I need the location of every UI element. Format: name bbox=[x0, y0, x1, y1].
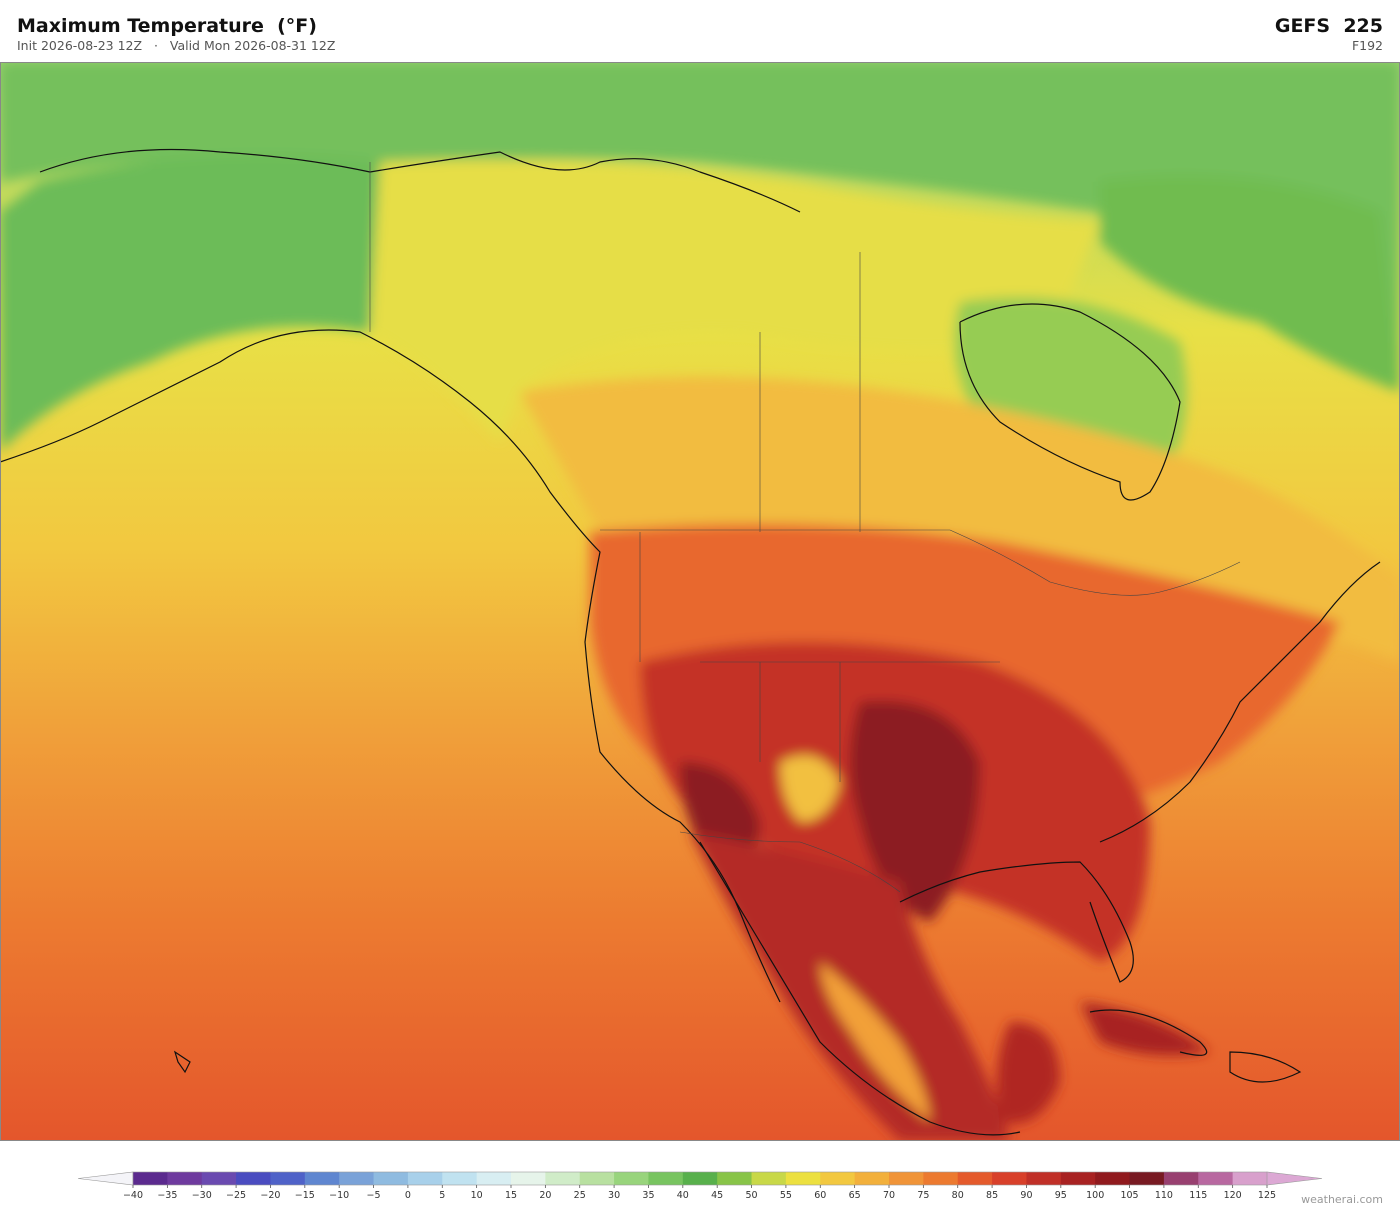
colorbar-tick-label: 100 bbox=[1086, 1190, 1104, 1200]
colorbar-tick-label: 110 bbox=[1155, 1190, 1173, 1200]
colorbar-bin bbox=[1129, 1172, 1165, 1185]
colorbar-bin bbox=[407, 1172, 443, 1185]
colorbar-bin bbox=[957, 1172, 993, 1185]
colorbar-bin bbox=[476, 1172, 512, 1185]
colorbar-tick-label: −20 bbox=[260, 1190, 280, 1200]
colorbar-bin bbox=[1026, 1172, 1062, 1185]
colorbar-tick-label: 105 bbox=[1120, 1190, 1138, 1200]
colorbar-tick-label: −30 bbox=[192, 1190, 212, 1200]
colorbar-bin bbox=[1232, 1172, 1268, 1185]
colorbar: −40 −35 −30 −25 −20 −15 −10 −5 0 5 10 15 20 25 30 35 40 4… bbox=[77, 1171, 1323, 1200]
map bbox=[0, 62, 1400, 1141]
valid-time: Valid Mon 2026-08-31 12Z bbox=[169, 38, 336, 53]
watermark: weatherai.com bbox=[1301, 1193, 1383, 1206]
colorbar-bin bbox=[304, 1172, 340, 1185]
colorbar-bin bbox=[133, 1172, 168, 1185]
colorbar-bin bbox=[682, 1172, 718, 1185]
colorbar-bin bbox=[545, 1172, 581, 1185]
colorbar-tick-label: 35 bbox=[642, 1190, 654, 1200]
colorbar-frame bbox=[132, 1171, 1268, 1186]
colorbar-tick-label: 95 bbox=[1055, 1190, 1067, 1200]
separator: · bbox=[153, 38, 158, 53]
colorbar-bin bbox=[167, 1172, 203, 1185]
colorbar-tick-label: 20 bbox=[539, 1190, 551, 1200]
colorbar-under bbox=[77, 1171, 134, 1186]
colorbar-bin bbox=[373, 1172, 409, 1185]
colorbar-bin bbox=[339, 1172, 375, 1185]
colorbar-bin bbox=[751, 1172, 787, 1185]
colorbar-tick-label: −35 bbox=[157, 1190, 177, 1200]
colorbar-tick-label: −5 bbox=[367, 1190, 381, 1200]
colorbar-tick-label: 50 bbox=[745, 1190, 757, 1200]
colorbar-bin bbox=[1163, 1172, 1199, 1185]
colorbar-tick-label: 80 bbox=[952, 1190, 964, 1200]
forecast-hour: F192 bbox=[1351, 38, 1383, 53]
colorbar-tick-label: 120 bbox=[1224, 1190, 1242, 1200]
colorbar-bin bbox=[854, 1172, 890, 1185]
colorbar-bin bbox=[1095, 1172, 1131, 1185]
colorbar-tick-label: 5 bbox=[439, 1190, 445, 1200]
colorbar-bin bbox=[785, 1172, 821, 1185]
colorbar-tick-label: 10 bbox=[471, 1190, 483, 1200]
colorbar-bin bbox=[820, 1172, 856, 1185]
colorbar-bin bbox=[889, 1172, 924, 1185]
colorbar-tick-label: 0 bbox=[405, 1190, 411, 1200]
colorbar-bin bbox=[511, 1172, 546, 1185]
coastlines bbox=[0, 148, 1381, 1136]
colorbar-bin bbox=[648, 1172, 684, 1185]
colorbar-bin bbox=[614, 1172, 649, 1185]
colorbar-bin bbox=[1198, 1172, 1234, 1185]
title: Maximum Temperature (°F) bbox=[17, 15, 317, 37]
colorbar-tick-label: 85 bbox=[986, 1190, 998, 1200]
borders bbox=[369, 162, 1241, 893]
colorbar-bin bbox=[201, 1172, 237, 1185]
colorbar-tick-label: 65 bbox=[849, 1190, 861, 1200]
colorbar-tick-label: 70 bbox=[883, 1190, 895, 1200]
colorbar-tick-label: 60 bbox=[814, 1190, 826, 1200]
colorbar-tick-label: 125 bbox=[1258, 1190, 1276, 1200]
colorbar-tick-label: 30 bbox=[608, 1190, 620, 1200]
colorbar-bin bbox=[717, 1172, 753, 1185]
colorbar-tick-label: −10 bbox=[329, 1190, 349, 1200]
colorbar-tick-label: 75 bbox=[917, 1190, 929, 1200]
init-time: Init 2026-08-23 12Z bbox=[17, 38, 143, 53]
colorbar-tick-label: −25 bbox=[226, 1190, 246, 1200]
colorbar-tick-label: 15 bbox=[505, 1190, 517, 1200]
colorbar-tick-label: 55 bbox=[780, 1190, 792, 1200]
colorbar-bin bbox=[1060, 1172, 1096, 1185]
subtitle: Init 2026-08-23 12Z · Valid Mon 2026-08-… bbox=[17, 38, 335, 53]
colorbar-bin bbox=[442, 1172, 478, 1185]
colorbar-tick-label: 90 bbox=[1020, 1190, 1032, 1200]
colorbar-bin bbox=[923, 1172, 959, 1185]
colorbar-bin bbox=[236, 1172, 271, 1185]
colorbar-tick-label: −40 bbox=[123, 1190, 143, 1200]
colorbar-bin bbox=[579, 1172, 615, 1185]
model-name: GEFS 225 bbox=[1274, 15, 1383, 37]
colorbar-tick-label: −15 bbox=[295, 1190, 315, 1200]
colorbar-tick-label: 25 bbox=[574, 1190, 586, 1200]
colorbar-tick-label: 45 bbox=[711, 1190, 723, 1200]
colorbar-tick-label: 115 bbox=[1189, 1190, 1207, 1200]
colorbar-over bbox=[1266, 1171, 1323, 1186]
colorbar-bin bbox=[270, 1172, 306, 1185]
colorbar-tick-label: 40 bbox=[677, 1190, 689, 1200]
fields bbox=[0, 62, 1400, 1141]
colorbar-bin bbox=[992, 1172, 1027, 1185]
